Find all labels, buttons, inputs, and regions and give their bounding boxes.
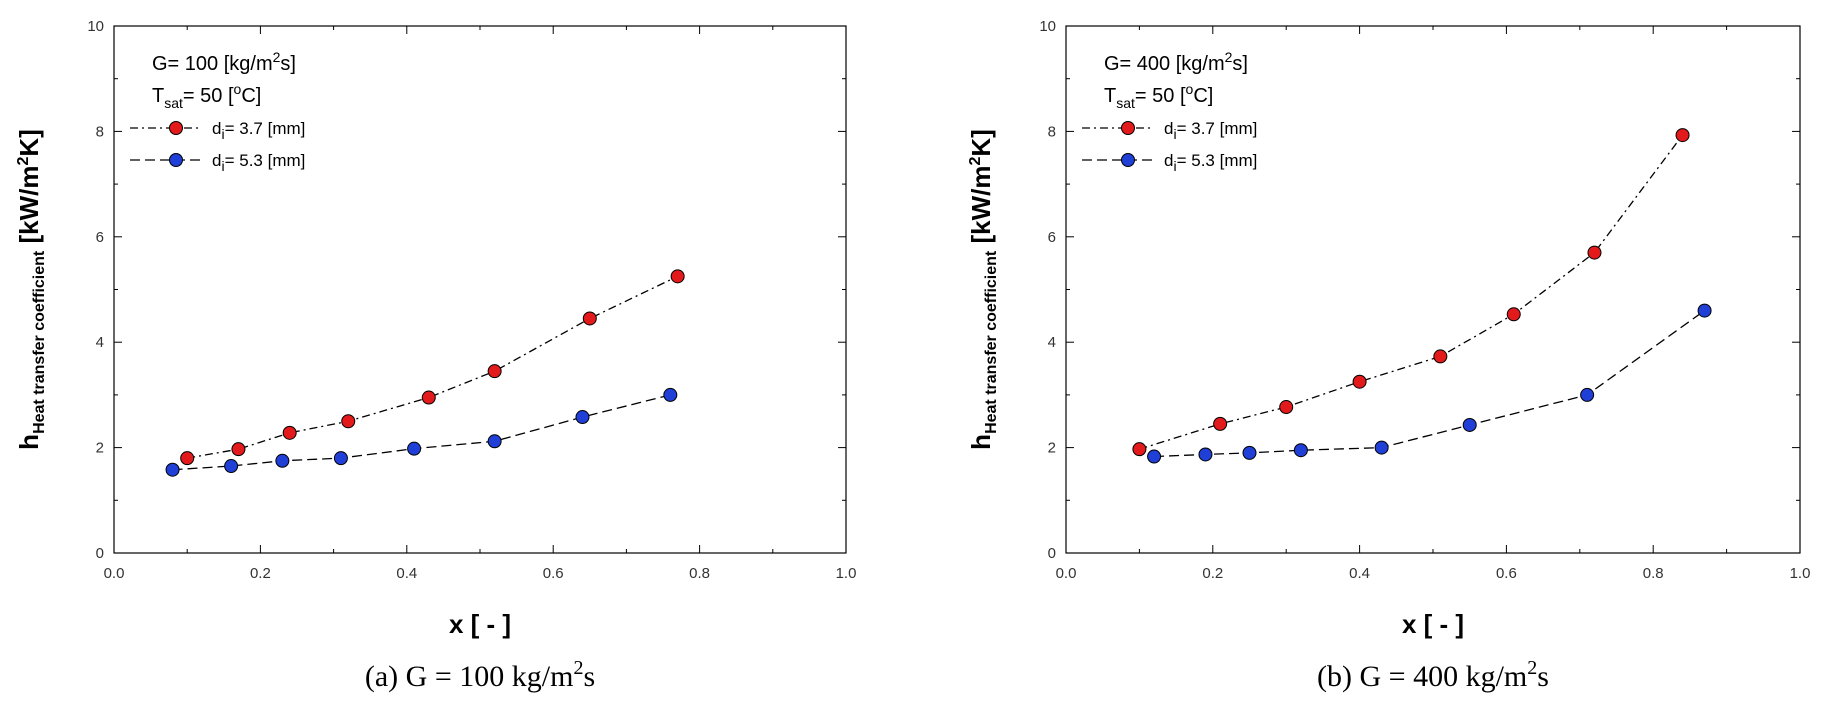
data-point-series-2 bbox=[407, 441, 422, 456]
y-label-unit: [kW/m bbox=[14, 166, 44, 251]
chart-panel-a: 0.0 0.2 0.4 0.6 0.8 1.0 0 2 4 6 8 10 x [ - ] hHeat tr… bbox=[14, 18, 856, 693]
y-label-unit-end: K] bbox=[966, 129, 996, 156]
x-tick-label: 1.0 bbox=[836, 565, 857, 582]
series-line-1 bbox=[1139, 134, 1684, 450]
y-tick-label: 0 bbox=[1048, 545, 1056, 562]
series-line-2 bbox=[172, 394, 671, 471]
y-label-main: h bbox=[14, 434, 44, 450]
y-tick-label: 4 bbox=[96, 334, 104, 351]
x-axis-label: x [ - ] bbox=[1402, 609, 1464, 639]
data-point-series-2 bbox=[1462, 417, 1477, 432]
x-tick-label: 0.4 bbox=[396, 565, 417, 582]
x-tick-label: 0.2 bbox=[250, 565, 271, 582]
data-point-series-2 bbox=[1293, 443, 1308, 458]
data-point-series-1 bbox=[487, 364, 502, 379]
annotation-saturation-temp: Tsat= 50 [oC] bbox=[1104, 81, 1213, 111]
data-point-series-2 bbox=[333, 451, 348, 466]
data-point-series-2 bbox=[575, 410, 590, 425]
y-tick-label: 6 bbox=[96, 229, 104, 246]
y-label-sub: Heat transfer coefficient bbox=[983, 250, 1000, 434]
y-tick-label: 0 bbox=[96, 545, 104, 562]
legend-label-1: di= 3.7 [mm] bbox=[212, 119, 305, 142]
y-tick-label: 6 bbox=[1048, 229, 1056, 246]
chart-panel-b: 0.0 0.2 0.4 0.6 0.8 1.0 0 2 4 6 8 10 x [ - ] hHeat tr… bbox=[966, 18, 1810, 693]
x-tick-label: 0.0 bbox=[1056, 565, 1077, 582]
data-point-series-1 bbox=[1352, 374, 1367, 389]
series-line-1 bbox=[187, 275, 678, 459]
data-point-series-2 bbox=[275, 453, 290, 468]
x-tick-label: 0.4 bbox=[1349, 565, 1370, 582]
panel-caption: (b) G = 400 kg/m2s bbox=[1317, 657, 1549, 693]
annotation-mass-flux: G= 100 [kg/m2s] bbox=[152, 49, 296, 75]
data-point-series-1 bbox=[1675, 128, 1690, 143]
legend-marker-2 bbox=[169, 153, 183, 167]
y-label-unit: [kW/m bbox=[966, 166, 996, 251]
data-point-series-2 bbox=[487, 434, 502, 449]
data-point-series-2 bbox=[1242, 445, 1257, 460]
data-point-series-2 bbox=[1147, 449, 1162, 464]
panel-caption: (a) G = 100 kg/m2s bbox=[365, 657, 595, 693]
data-point-series-2 bbox=[663, 387, 678, 402]
x-tick-label: 0.8 bbox=[1643, 565, 1664, 582]
data-point-series-1 bbox=[582, 311, 597, 326]
y-label-unit-sup: 2 bbox=[15, 157, 32, 166]
y-label-unit-sup: 2 bbox=[967, 157, 984, 166]
x-tick-label: 0.8 bbox=[689, 565, 710, 582]
y-tick-label: 10 bbox=[1039, 18, 1056, 35]
x-tick-label: 1.0 bbox=[1790, 565, 1811, 582]
data-point-series-1 bbox=[341, 414, 356, 429]
x-tick-label: 0.2 bbox=[1202, 565, 1223, 582]
y-tick-label: 10 bbox=[87, 18, 104, 35]
data-point-series-1 bbox=[282, 425, 297, 440]
data-point-series-1 bbox=[421, 390, 436, 405]
legend-marker-1 bbox=[1121, 121, 1135, 135]
data-point-series-1 bbox=[180, 451, 195, 466]
y-tick-label: 4 bbox=[1048, 334, 1056, 351]
data-point-series-2 bbox=[1697, 303, 1712, 318]
data-point-series-1 bbox=[1279, 400, 1294, 415]
x-tick-label: 0.6 bbox=[543, 565, 564, 582]
y-axis-label: hHeat transfer coefficient [kW/m2K] bbox=[14, 129, 48, 450]
data-point-series-1 bbox=[670, 269, 685, 284]
data-point-series-1 bbox=[231, 442, 246, 457]
data-point-series-1 bbox=[1213, 416, 1228, 431]
x-tick-label: 0.0 bbox=[104, 565, 125, 582]
data-point-series-1 bbox=[1433, 349, 1448, 364]
annotation-mass-flux: G= 400 [kg/m2s] bbox=[1104, 49, 1248, 75]
data-point-series-2 bbox=[1580, 387, 1595, 402]
y-tick-label: 8 bbox=[96, 123, 104, 140]
y-label-sub: Heat transfer coefficient bbox=[31, 250, 48, 434]
data-point-series-1 bbox=[1587, 245, 1602, 260]
data-point-series-1 bbox=[1506, 307, 1521, 322]
y-tick-label: 2 bbox=[96, 440, 104, 457]
y-label-unit-end: K] bbox=[14, 129, 44, 156]
data-point-series-2 bbox=[165, 462, 180, 477]
y-axis-label: hHeat transfer coefficient [kW/m2K] bbox=[966, 129, 1000, 450]
data-point-series-2 bbox=[1198, 447, 1213, 462]
annotation-saturation-temp: Tsat= 50 [oC] bbox=[152, 81, 261, 111]
data-point-series-2 bbox=[224, 459, 239, 474]
y-label-main: h bbox=[966, 434, 996, 450]
x-axis-label: x [ - ] bbox=[449, 609, 511, 639]
x-tick-label: 0.6 bbox=[1496, 565, 1517, 582]
series-line-2 bbox=[1154, 310, 1705, 458]
legend-label-2: di= 5.3 [mm] bbox=[1164, 151, 1257, 174]
legend-label-1: di= 3.7 [mm] bbox=[1164, 119, 1257, 142]
legend-marker-2 bbox=[1121, 153, 1135, 167]
y-tick-label: 2 bbox=[1048, 440, 1056, 457]
data-point-series-1 bbox=[1132, 442, 1147, 457]
legend-marker-1 bbox=[169, 121, 183, 135]
data-point-series-2 bbox=[1374, 440, 1389, 455]
y-tick-label: 8 bbox=[1048, 123, 1056, 140]
legend-label-2: di= 5.3 [mm] bbox=[212, 151, 305, 174]
